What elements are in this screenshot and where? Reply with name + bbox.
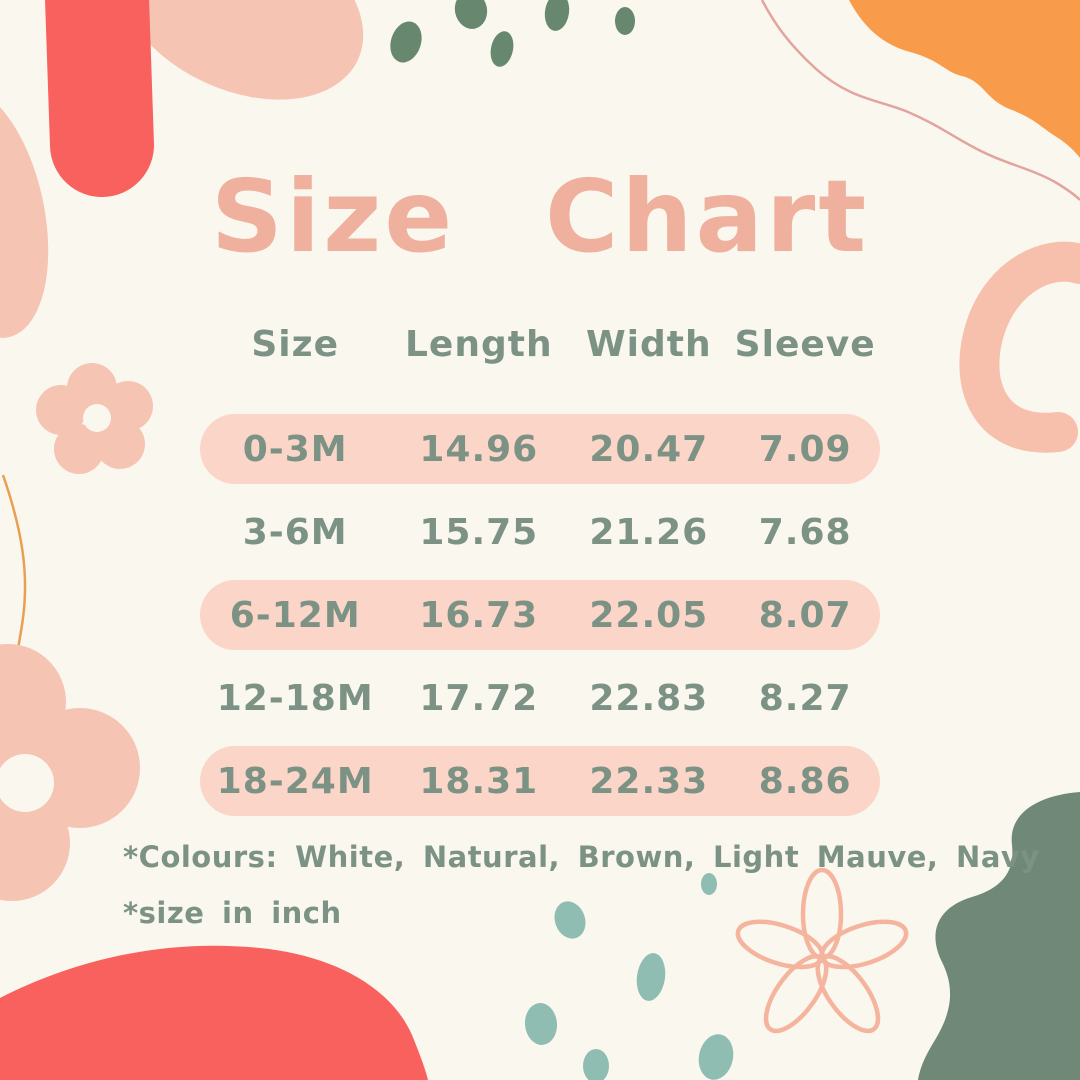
length-cell: 17.72 xyxy=(419,677,539,719)
blob-pink-top-left xyxy=(116,0,364,100)
width-cell: 22.83 xyxy=(589,677,709,719)
width-cell: 22.05 xyxy=(589,594,709,636)
blob-green-bottom-right xyxy=(918,792,1080,1080)
page-title: Size Chart xyxy=(210,158,870,275)
teal-dot xyxy=(698,1034,734,1080)
thin-pink-curve xyxy=(760,0,1080,201)
flower-center-hole xyxy=(0,754,54,812)
flower-petal xyxy=(54,424,104,474)
table-row: 0-3M 14.96 20.47 7.09 xyxy=(200,414,880,484)
length-cell: 14.96 xyxy=(419,428,539,470)
sage-dots-top xyxy=(390,0,635,67)
flower-petal xyxy=(0,785,70,901)
teal-dots-bottom xyxy=(524,873,734,1080)
width-cell: 22.33 xyxy=(589,760,709,802)
teal-dot xyxy=(583,1049,609,1080)
flower-solid-left xyxy=(36,363,153,474)
sleeve-cell: 8.27 xyxy=(758,677,852,719)
flower-petal xyxy=(95,419,145,469)
sage-dot xyxy=(454,0,488,29)
blob-coral-bottom-wave xyxy=(0,945,428,1080)
length-cell: 18.31 xyxy=(419,760,539,802)
footnotes: *Colours: White, Natural, Brown, Light M… xyxy=(123,840,1040,952)
swirl-pink-right xyxy=(959,241,1080,453)
flower-solid-bottom-left xyxy=(0,644,140,901)
teal-dot xyxy=(636,953,666,1001)
size-cell: 3-6M xyxy=(242,511,348,553)
table-row: 6-12M 16.73 22.05 8.07 xyxy=(200,580,880,650)
teal-dot xyxy=(701,873,717,895)
length-cell: 15.75 xyxy=(419,511,539,553)
blob-coral-top-left xyxy=(45,0,154,197)
flower-petal xyxy=(103,381,153,431)
size-cell: 6-12M xyxy=(229,594,361,636)
sage-dot xyxy=(390,21,422,63)
sage-dot xyxy=(490,31,514,67)
width-cell: 21.26 xyxy=(589,511,709,553)
blob-orange-top-right xyxy=(849,0,1080,158)
teal-dot xyxy=(554,901,586,939)
width-cell: 20.47 xyxy=(589,428,709,470)
table-row: 18-24M 18.31 22.33 8.86 xyxy=(200,746,880,816)
flower-petal xyxy=(20,708,140,828)
blob-pink-left-edge xyxy=(0,86,49,338)
column-header-sleeve: Sleeve xyxy=(734,323,876,365)
flower-outline-bottom-right xyxy=(735,867,909,1034)
sage-dot xyxy=(544,0,570,31)
flower-center-hole xyxy=(83,404,111,432)
column-header-width: Width xyxy=(585,323,712,365)
teal-dot xyxy=(524,1003,558,1045)
sage-dot xyxy=(615,7,635,35)
sleeve-cell: 7.68 xyxy=(758,511,852,553)
size-cell: 12-18M xyxy=(216,677,374,719)
flower-petal xyxy=(36,385,86,435)
size-table: Size Length Width Sleeve 0-3M 14.96 20.4… xyxy=(200,322,880,829)
sleeve-cell: 8.07 xyxy=(758,594,852,636)
column-header-length: Length xyxy=(404,323,553,365)
footnote-size-unit: *size in inch xyxy=(123,896,342,930)
column-header-size: Size xyxy=(251,323,340,365)
sleeve-cell: 8.86 xyxy=(758,760,852,802)
size-cell: 18-24M xyxy=(216,760,374,802)
footnote-colours: *Colours: White, Natural, Brown, Light M… xyxy=(123,840,1040,874)
length-cell: 16.73 xyxy=(419,594,539,636)
flower-outline-petal xyxy=(735,919,825,970)
table-row: 12-18M 17.72 22.83 8.27 xyxy=(200,663,880,733)
sleeve-cell: 7.09 xyxy=(758,428,852,470)
table-header-row: Size Length Width Sleeve xyxy=(200,322,880,366)
table-row: 3-6M 15.75 21.26 7.68 xyxy=(200,497,880,567)
size-cell: 0-3M xyxy=(242,428,348,470)
